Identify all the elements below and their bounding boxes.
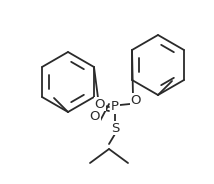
Text: O: O: [131, 93, 141, 107]
Text: O: O: [95, 98, 105, 111]
Text: O: O: [90, 111, 100, 123]
Text: P: P: [111, 100, 119, 114]
Text: S: S: [111, 121, 119, 135]
